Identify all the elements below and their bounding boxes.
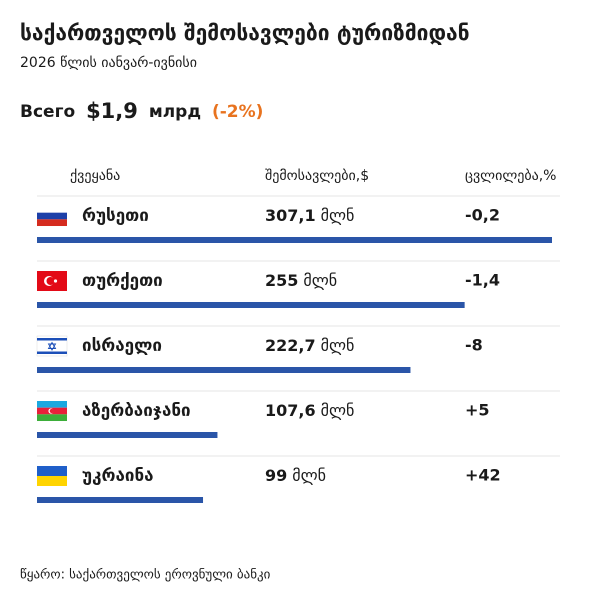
total-label: Всего xyxy=(20,102,75,122)
value-label: 99 მლნ xyxy=(265,466,326,485)
country-name: რუსეთი xyxy=(82,206,149,226)
flag-stripe xyxy=(37,338,67,341)
value-number: 307,1 xyxy=(265,206,316,225)
total-unit: млрд xyxy=(149,102,201,122)
flag-stripe xyxy=(37,401,67,408)
change-label: -1,4 xyxy=(465,271,500,290)
bar xyxy=(37,432,218,438)
change-label: +42 xyxy=(465,466,501,485)
column-header: ქვეყანა xyxy=(70,168,120,184)
country-name: აზერბაიჯანი xyxy=(82,401,191,421)
bar xyxy=(37,367,411,373)
country-name: თურქეთი xyxy=(82,271,163,291)
source: წყარო: საქართველოს ეროვნული ბანკი xyxy=(20,568,271,583)
total-amount: $1,9 xyxy=(86,99,138,123)
change-label: -8 xyxy=(465,336,483,355)
flag-star xyxy=(53,279,58,283)
value-number: 99 xyxy=(265,466,287,485)
bar xyxy=(37,497,204,503)
change-label: -0,2 xyxy=(465,206,500,225)
flag-stripe xyxy=(37,219,67,227)
flag-star xyxy=(47,343,57,351)
subtitle: 2026 წლის იანვარ-ივნისი xyxy=(20,54,197,71)
flag xyxy=(37,271,67,291)
value-label: 307,1 მლნ xyxy=(265,206,354,225)
value-unit: მლნ xyxy=(321,336,355,355)
value-unit: მლნ xyxy=(321,206,355,225)
flag-stripe xyxy=(37,206,67,213)
flag-stripe xyxy=(37,476,67,486)
value-label: 222,7 მლნ xyxy=(265,336,354,355)
flag-crescent xyxy=(46,277,55,285)
change-label: +5 xyxy=(465,401,490,420)
value-number: 107,6 xyxy=(265,401,316,420)
value-unit: მლნ xyxy=(303,271,337,290)
flag-crescent xyxy=(49,408,54,414)
column-header: ცვლილება,% xyxy=(465,168,556,184)
country-name: უკრაინა xyxy=(82,466,154,486)
value-label: 255 მლნ xyxy=(265,271,337,290)
value-number: 222,7 xyxy=(265,336,316,355)
bar xyxy=(37,302,465,308)
flag xyxy=(37,401,67,422)
flag-field xyxy=(36,335,68,357)
flag-stripe xyxy=(37,212,67,220)
title: საქართველოს შემოსავლები ტურიზმიდან xyxy=(20,21,470,45)
flag-stripe xyxy=(37,351,67,354)
flag-star xyxy=(47,341,57,349)
flag xyxy=(37,206,67,227)
bar xyxy=(37,237,552,243)
flag-stripe xyxy=(37,414,67,422)
total-change: (-2%) xyxy=(212,102,263,122)
value-unit: მლნ xyxy=(292,466,326,485)
value-unit: მლნ xyxy=(321,401,355,420)
total: Всего $1,9 млрд (-2%) xyxy=(20,99,263,123)
flag xyxy=(36,335,68,357)
flag-stripe xyxy=(37,466,67,476)
country-name: ისრაელი xyxy=(82,336,162,356)
flag xyxy=(37,466,67,486)
value-number: 255 xyxy=(265,271,298,290)
value-label: 107,6 მლნ xyxy=(265,401,354,420)
column-header: შემოსავლები,$ xyxy=(265,168,369,184)
